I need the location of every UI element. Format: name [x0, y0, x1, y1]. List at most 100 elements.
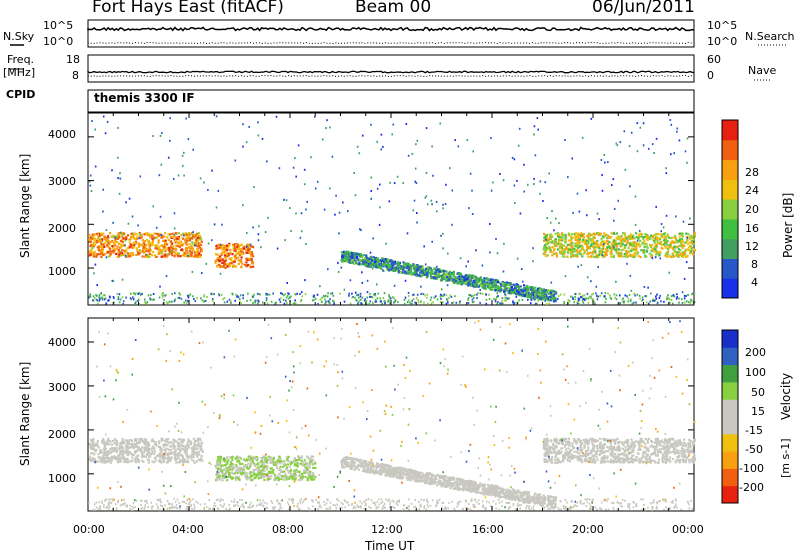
echo-cell: [113, 447, 116, 450]
echo-cell: [434, 274, 437, 277]
echo-cell: [675, 253, 678, 256]
echo-cell: [456, 282, 459, 285]
echo-cell: [290, 473, 293, 476]
echo-cell: [259, 473, 262, 476]
echo-cell: [402, 181, 404, 184]
echo-cell: [469, 294, 472, 297]
echo-cell: [568, 300, 571, 303]
echo-cell: [502, 302, 505, 305]
echo-cell: [169, 441, 172, 444]
echo-cell: [633, 242, 636, 245]
echo-cell: [523, 294, 527, 297]
echo-cell: [316, 293, 319, 296]
echo-cell: [633, 302, 635, 305]
echo-cell: [157, 454, 160, 457]
echo-cell: [438, 273, 441, 276]
echo-cell: [151, 460, 154, 463]
echo-cell: [587, 240, 590, 244]
echo-cell: [261, 465, 265, 468]
echo-cell: [103, 461, 106, 464]
echo-cell: [347, 252, 350, 255]
echo-cell: [425, 195, 428, 198]
echo-cell: [452, 281, 456, 284]
echo-cell: [615, 242, 618, 246]
echo-cell: [200, 457, 203, 460]
echo-cell: [402, 269, 405, 272]
nave-label: Nave: [748, 64, 777, 77]
echo-cell: [512, 291, 515, 294]
echo-cell: [157, 241, 160, 244]
echo-cell: [267, 455, 270, 458]
echo-cell: [93, 443, 96, 446]
echo-cell: [416, 267, 419, 270]
echo-cell: [329, 301, 331, 304]
echo-cell: [187, 254, 189, 257]
echo-cell: [211, 239, 213, 242]
echo-cell: [104, 294, 106, 297]
echo-cell: [516, 179, 518, 182]
echo-cell: [329, 126, 331, 129]
echo-cell: [118, 453, 121, 456]
echo-cell: [135, 456, 138, 459]
echo-cell: [693, 248, 696, 251]
echo-cell: [441, 278, 444, 281]
echo-cell: [121, 457, 124, 460]
echo-cell: [551, 210, 553, 213]
echo-cell: [196, 236, 199, 239]
echo-cell: [195, 460, 198, 463]
echo-cell: [591, 240, 595, 243]
echo-cell: [446, 278, 449, 281]
echo-cell: [122, 450, 125, 453]
echo-cell: [465, 278, 468, 281]
echo-cell: [118, 242, 121, 245]
echo-cell: [459, 273, 462, 276]
echo-cell: [661, 244, 664, 247]
echo-cell: [527, 295, 530, 298]
echo-cell: [123, 236, 126, 239]
echo-cell: [112, 221, 114, 224]
echo-cell: [129, 446, 132, 449]
echo-cell: [667, 250, 670, 253]
echo-cell: [161, 250, 164, 253]
echo-cell: [282, 299, 285, 301]
echo-cell: [177, 454, 180, 457]
nsky-line: [87, 26, 695, 32]
echo-cell: [675, 240, 678, 243]
echo-cell: [434, 271, 437, 274]
echo-cell: [475, 277, 478, 280]
echo-cell: [540, 295, 543, 298]
echo-cell: [187, 446, 190, 449]
echo-cell: [639, 232, 642, 236]
echo-cell: [232, 264, 235, 267]
echo-cell: [192, 235, 195, 238]
echo-cell: [122, 439, 125, 442]
echo-cell: [460, 282, 463, 285]
echo-cell: [231, 468, 234, 471]
echo-cell: [690, 299, 693, 302]
echo-cell: [636, 239, 639, 242]
echo-cell: [687, 249, 690, 252]
echo-cell: [149, 297, 151, 300]
echo-cell: [192, 148, 194, 151]
echo-cell: [418, 274, 421, 277]
echo-cell: [465, 283, 468, 286]
echo-cell: [466, 277, 470, 280]
echo-cell: [573, 233, 576, 236]
echo-cell: [138, 233, 142, 236]
echo-cell: [415, 272, 418, 275]
echo-cell: [546, 254, 549, 257]
echo-cell: [351, 296, 354, 299]
echo-cell: [666, 240, 669, 243]
echo-cell: [446, 299, 449, 302]
echo-cell: [672, 294, 675, 297]
echo-cell: [543, 236, 546, 239]
echo-cell: [228, 257, 231, 260]
echo-cell: [344, 257, 347, 260]
echo-cell: [190, 458, 193, 461]
echo-cell: [174, 241, 177, 244]
echo-cell: [658, 250, 661, 253]
echo-cell: [239, 294, 242, 297]
echo-cell: [190, 252, 194, 255]
echo-cell: [669, 301, 671, 304]
echo-cell: [138, 237, 140, 240]
